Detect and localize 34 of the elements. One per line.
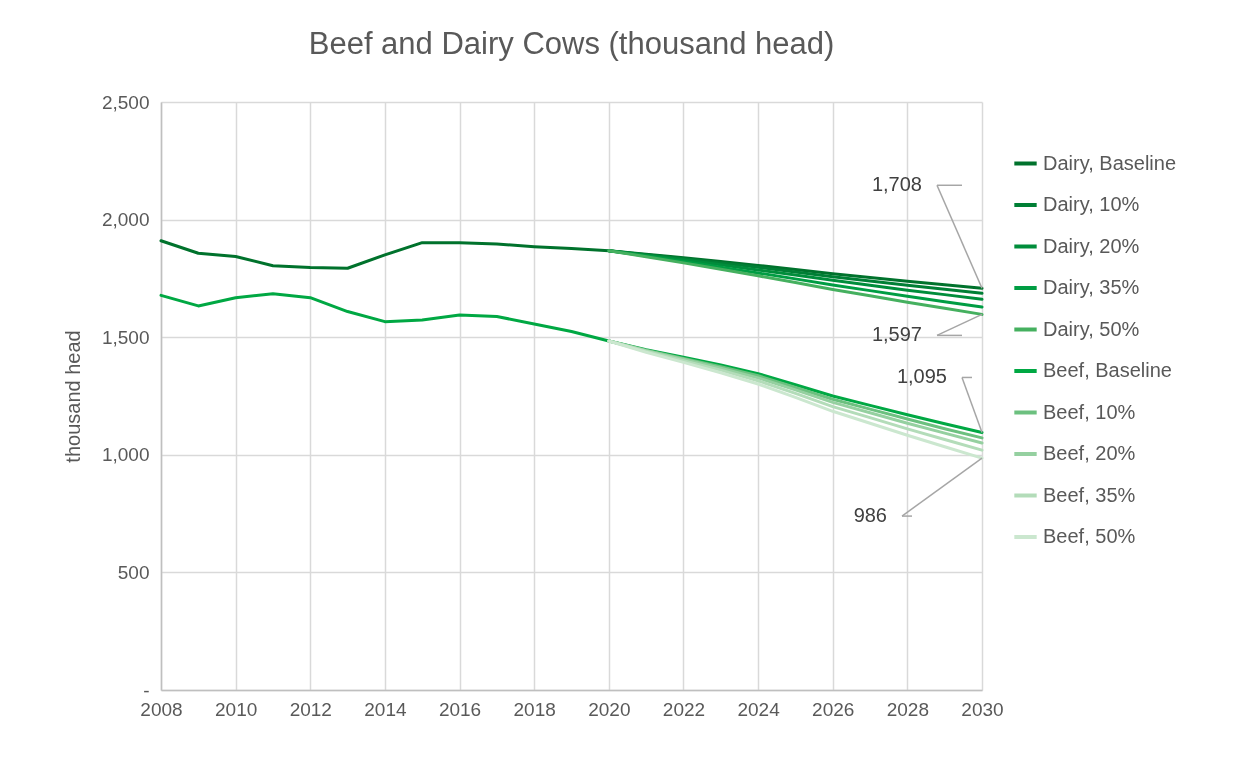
y-tick-label: 1,500: [101, 326, 150, 348]
legend-label: Beef, 50%: [1043, 525, 1136, 547]
x-tick-label: 2020: [588, 698, 631, 720]
x-tick-label: 2008: [140, 698, 183, 720]
legend-label: Beef, Baseline: [1043, 359, 1172, 381]
y-tick-label: -: [143, 679, 150, 701]
y-tick-label: 2,000: [101, 209, 150, 231]
x-tick-label: 2016: [438, 698, 482, 720]
x-tick-label: 2018: [513, 698, 556, 720]
x-tick-label: 2022: [662, 698, 706, 720]
x-tick-label: 2028: [886, 698, 929, 720]
data-label: 1,597: [871, 323, 922, 346]
legend-label: Beef, 10%: [1043, 400, 1136, 423]
x-tick-label: 2030: [961, 698, 1004, 720]
legend-label: Beef, 20%: [1043, 442, 1136, 464]
legend-label: Dairy, 10%: [1043, 193, 1140, 215]
x-tick-label: 2026: [812, 698, 855, 720]
legend-label: Dairy, 20%: [1043, 234, 1140, 257]
chart-title: Beef and Dairy Cows (thousand head): [308, 26, 835, 61]
y-tick-label: 2,500: [101, 91, 150, 113]
data-label: 1,708: [871, 173, 922, 196]
x-tick-label: 2012: [289, 698, 332, 720]
legend-label: Dairy, 50%: [1043, 317, 1140, 340]
legend-label: Dairy, 35%: [1043, 276, 1140, 298]
y-tick-label: 500: [117, 561, 150, 583]
y-tick-label: 1,000: [101, 444, 150, 466]
data-label: 986: [853, 504, 887, 527]
y-axis-title: thousand head: [61, 330, 84, 463]
data-label: 1,095: [896, 365, 947, 388]
legend-label: Beef, 35%: [1043, 483, 1136, 506]
legend-label: Dairy, Baseline: [1043, 151, 1177, 174]
x-tick-label: 2024: [737, 698, 781, 720]
x-tick-label: 2014: [364, 698, 407, 720]
x-tick-label: 2010: [215, 698, 258, 720]
